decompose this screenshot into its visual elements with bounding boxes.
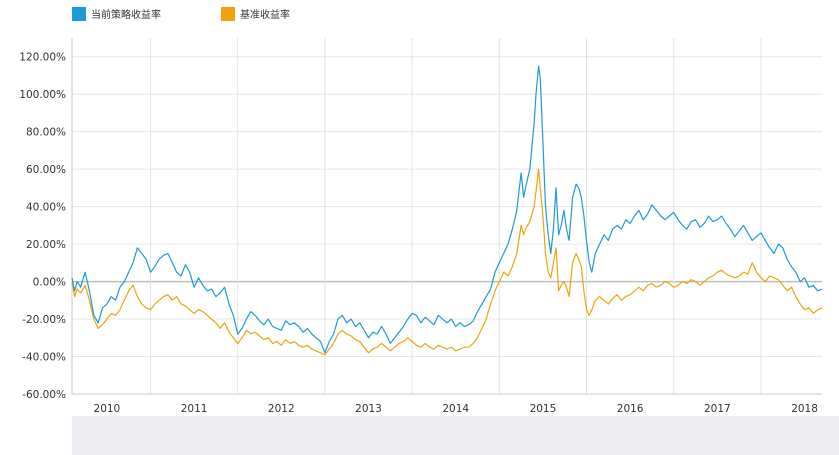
y-tick-label: 40.00%	[26, 202, 66, 214]
y-tick-label: 100.00%	[19, 89, 66, 101]
x-tick-label: 2018	[791, 403, 818, 415]
legend-item-strategy[interactable]: 当前策略收益率	[72, 6, 161, 21]
y-tick-label: -20.00%	[22, 314, 66, 326]
legend-swatch-strategy	[72, 6, 86, 21]
y-tick-label: -60.00%	[22, 389, 66, 401]
legend-label-benchmark: 基准收益率	[240, 10, 290, 21]
legend-swatch-benchmark	[221, 6, 235, 21]
y-tick-label: 120.00%	[19, 52, 66, 64]
chart-footer-band	[72, 416, 839, 455]
y-tick-label: 60.00%	[26, 164, 66, 176]
y-tick-label: 20.00%	[26, 239, 66, 251]
x-tick-label: 2014	[442, 403, 469, 415]
series-line-strategy	[71, 65, 823, 354]
x-tick-label: 2015	[530, 403, 557, 415]
x-tick-label: 2010	[94, 403, 121, 415]
y-tick-label: -40.00%	[22, 352, 66, 364]
chart-legend: 当前策略收益率 基准收益率	[72, 6, 350, 21]
legend-label-strategy: 当前策略收益率	[91, 10, 161, 21]
series-line-benchmark	[71, 168, 823, 356]
legend-item-benchmark[interactable]: 基准收益率	[221, 6, 290, 21]
y-tick-label: 80.00%	[26, 127, 66, 139]
x-tick-label: 2017	[704, 403, 731, 415]
x-tick-label: 2012	[268, 403, 295, 415]
x-tick-label: 2016	[617, 403, 644, 415]
y-tick-label: 0.00%	[33, 277, 66, 289]
x-tick-label: 2011	[181, 403, 208, 415]
x-tick-label: 2013	[355, 403, 382, 415]
